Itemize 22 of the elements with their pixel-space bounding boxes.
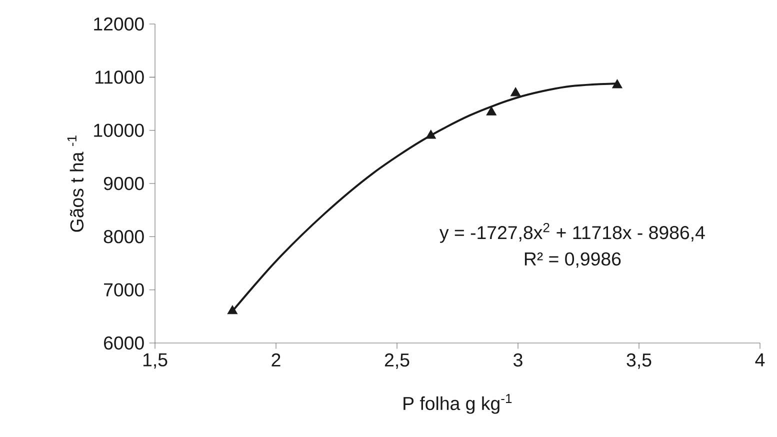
x-tick-label: 2,5 <box>384 353 410 369</box>
y-tick-label: 7000 <box>104 283 144 296</box>
y-tick-label: 10000 <box>94 124 144 137</box>
annotation: y = -1727,8x$^{2}$ + 11718x - 8986,4 <box>440 222 705 243</box>
y-axis-title: Gãos t ha $^{-1}$ <box>67 136 84 232</box>
y-tick-label: 6000 <box>104 336 144 350</box>
x-tick-label: 3 <box>514 353 522 367</box>
y-tick-label: 11000 <box>96 70 144 84</box>
x-tick-label: 4 <box>755 353 765 366</box>
x-axis-title: P folha g kg$^{-1}$ <box>404 394 512 414</box>
point <box>426 130 436 139</box>
x-tick-label: 3,5 <box>626 353 652 369</box>
y-tick-label: 12000 <box>94 17 144 31</box>
annotation: R² = 0,9986 <box>524 252 621 268</box>
y-tick-label: 8000 <box>104 230 144 244</box>
x-tick-label: 1,5 <box>143 353 168 369</box>
point <box>510 87 521 96</box>
x-tick-label: 2 <box>272 353 280 366</box>
point <box>486 106 497 116</box>
point <box>227 305 238 314</box>
y-tick-label: 9000 <box>104 176 144 190</box>
point <box>612 79 622 88</box>
